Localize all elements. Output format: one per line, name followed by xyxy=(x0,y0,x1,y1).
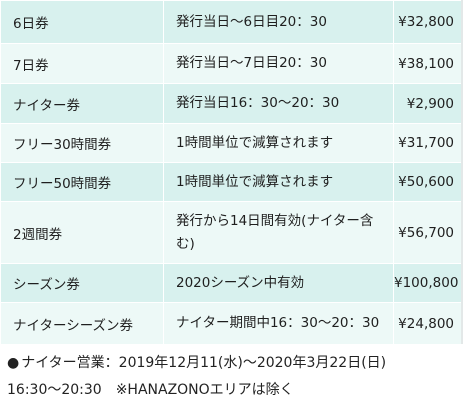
table-row: ナイターシーズン券 ナイター期間中16：30〜20：30 ¥24,800 xyxy=(0,302,463,345)
table-row: 7日券 発行当日〜7日目20：30 ¥38,100 xyxy=(0,43,463,84)
table-row: フリー50時間券 1時間単位で減算されます ¥50,600 xyxy=(0,162,463,202)
night-time-text: 16:30〜20:30 ※HANAZONOエリアは除く xyxy=(7,382,294,398)
ticket-description: 1時間単位で減算されます xyxy=(163,162,394,202)
night-period-text: ナイター営業：2019年12月11(水)〜2020年3月22日(日) xyxy=(21,355,387,371)
ticket-price: ¥50,600 xyxy=(393,162,463,202)
ticket-name: フリー50時間券 xyxy=(0,162,164,202)
ticket-name: フリー30時間券 xyxy=(0,123,164,163)
ticket-description: 発行当日16：30〜20：30 xyxy=(163,83,394,124)
ticket-description: 1時間単位で減算されます xyxy=(163,123,394,163)
ticket-name: ナイターシーズン券 xyxy=(0,302,164,345)
ticket-description: 発行から14日間有効(ナイター含む) xyxy=(163,201,394,264)
ticket-price: ¥100,800 xyxy=(393,263,463,303)
ticket-description: 2020シーズン中有効 xyxy=(163,263,394,303)
bullet-icon: ● xyxy=(7,355,20,371)
ticket-name: 7日券 xyxy=(0,43,164,84)
ticket-name: 6日券 xyxy=(0,0,164,44)
ticket-name: ナイター券 xyxy=(0,83,164,124)
table-right-border xyxy=(461,0,463,344)
night-hours-line: ● ナイター営業：2019年12月11(水)〜2020年3月22日(日) xyxy=(7,350,386,377)
table-row: ナイター券 発行当日16：30〜20：30 ¥2,900 xyxy=(0,83,463,124)
ticket-name: シーズン券 xyxy=(0,263,164,303)
ticket-name: 2週間券 xyxy=(0,201,164,264)
ticket-description: 発行当日〜7日目20：30 xyxy=(163,43,394,84)
night-operation-notes: ● ナイター営業：2019年12月11(水)〜2020年3月22日(日) 16:3… xyxy=(7,350,386,404)
ticket-description: ナイター期間中16：30〜20：30 xyxy=(163,302,394,345)
table-row: 2週間券 発行から14日間有効(ナイター含む) ¥56,700 xyxy=(0,201,463,264)
ticket-price: ¥56,700 xyxy=(393,201,463,264)
table-row: 6日券 発行当日〜6日目20：30 ¥32,800 xyxy=(0,0,463,44)
ticket-price: ¥2,900 xyxy=(393,83,463,124)
ticket-price: ¥24,800 xyxy=(393,302,463,345)
ticket-price: ¥32,800 xyxy=(393,0,463,44)
table-row: フリー30時間券 1時間単位で減算されます ¥31,700 xyxy=(0,123,463,163)
table-row: シーズン券 2020シーズン中有効 ¥100,800 xyxy=(0,263,463,303)
ticket-price: ¥31,700 xyxy=(393,123,463,163)
ticket-price: ¥38,100 xyxy=(393,43,463,84)
ticket-price-table: 6日券 発行当日〜6日目20：30 ¥32,800 7日券 発行当日〜7日目20… xyxy=(0,0,463,345)
ticket-description: 発行当日〜6日目20：30 xyxy=(163,0,394,44)
